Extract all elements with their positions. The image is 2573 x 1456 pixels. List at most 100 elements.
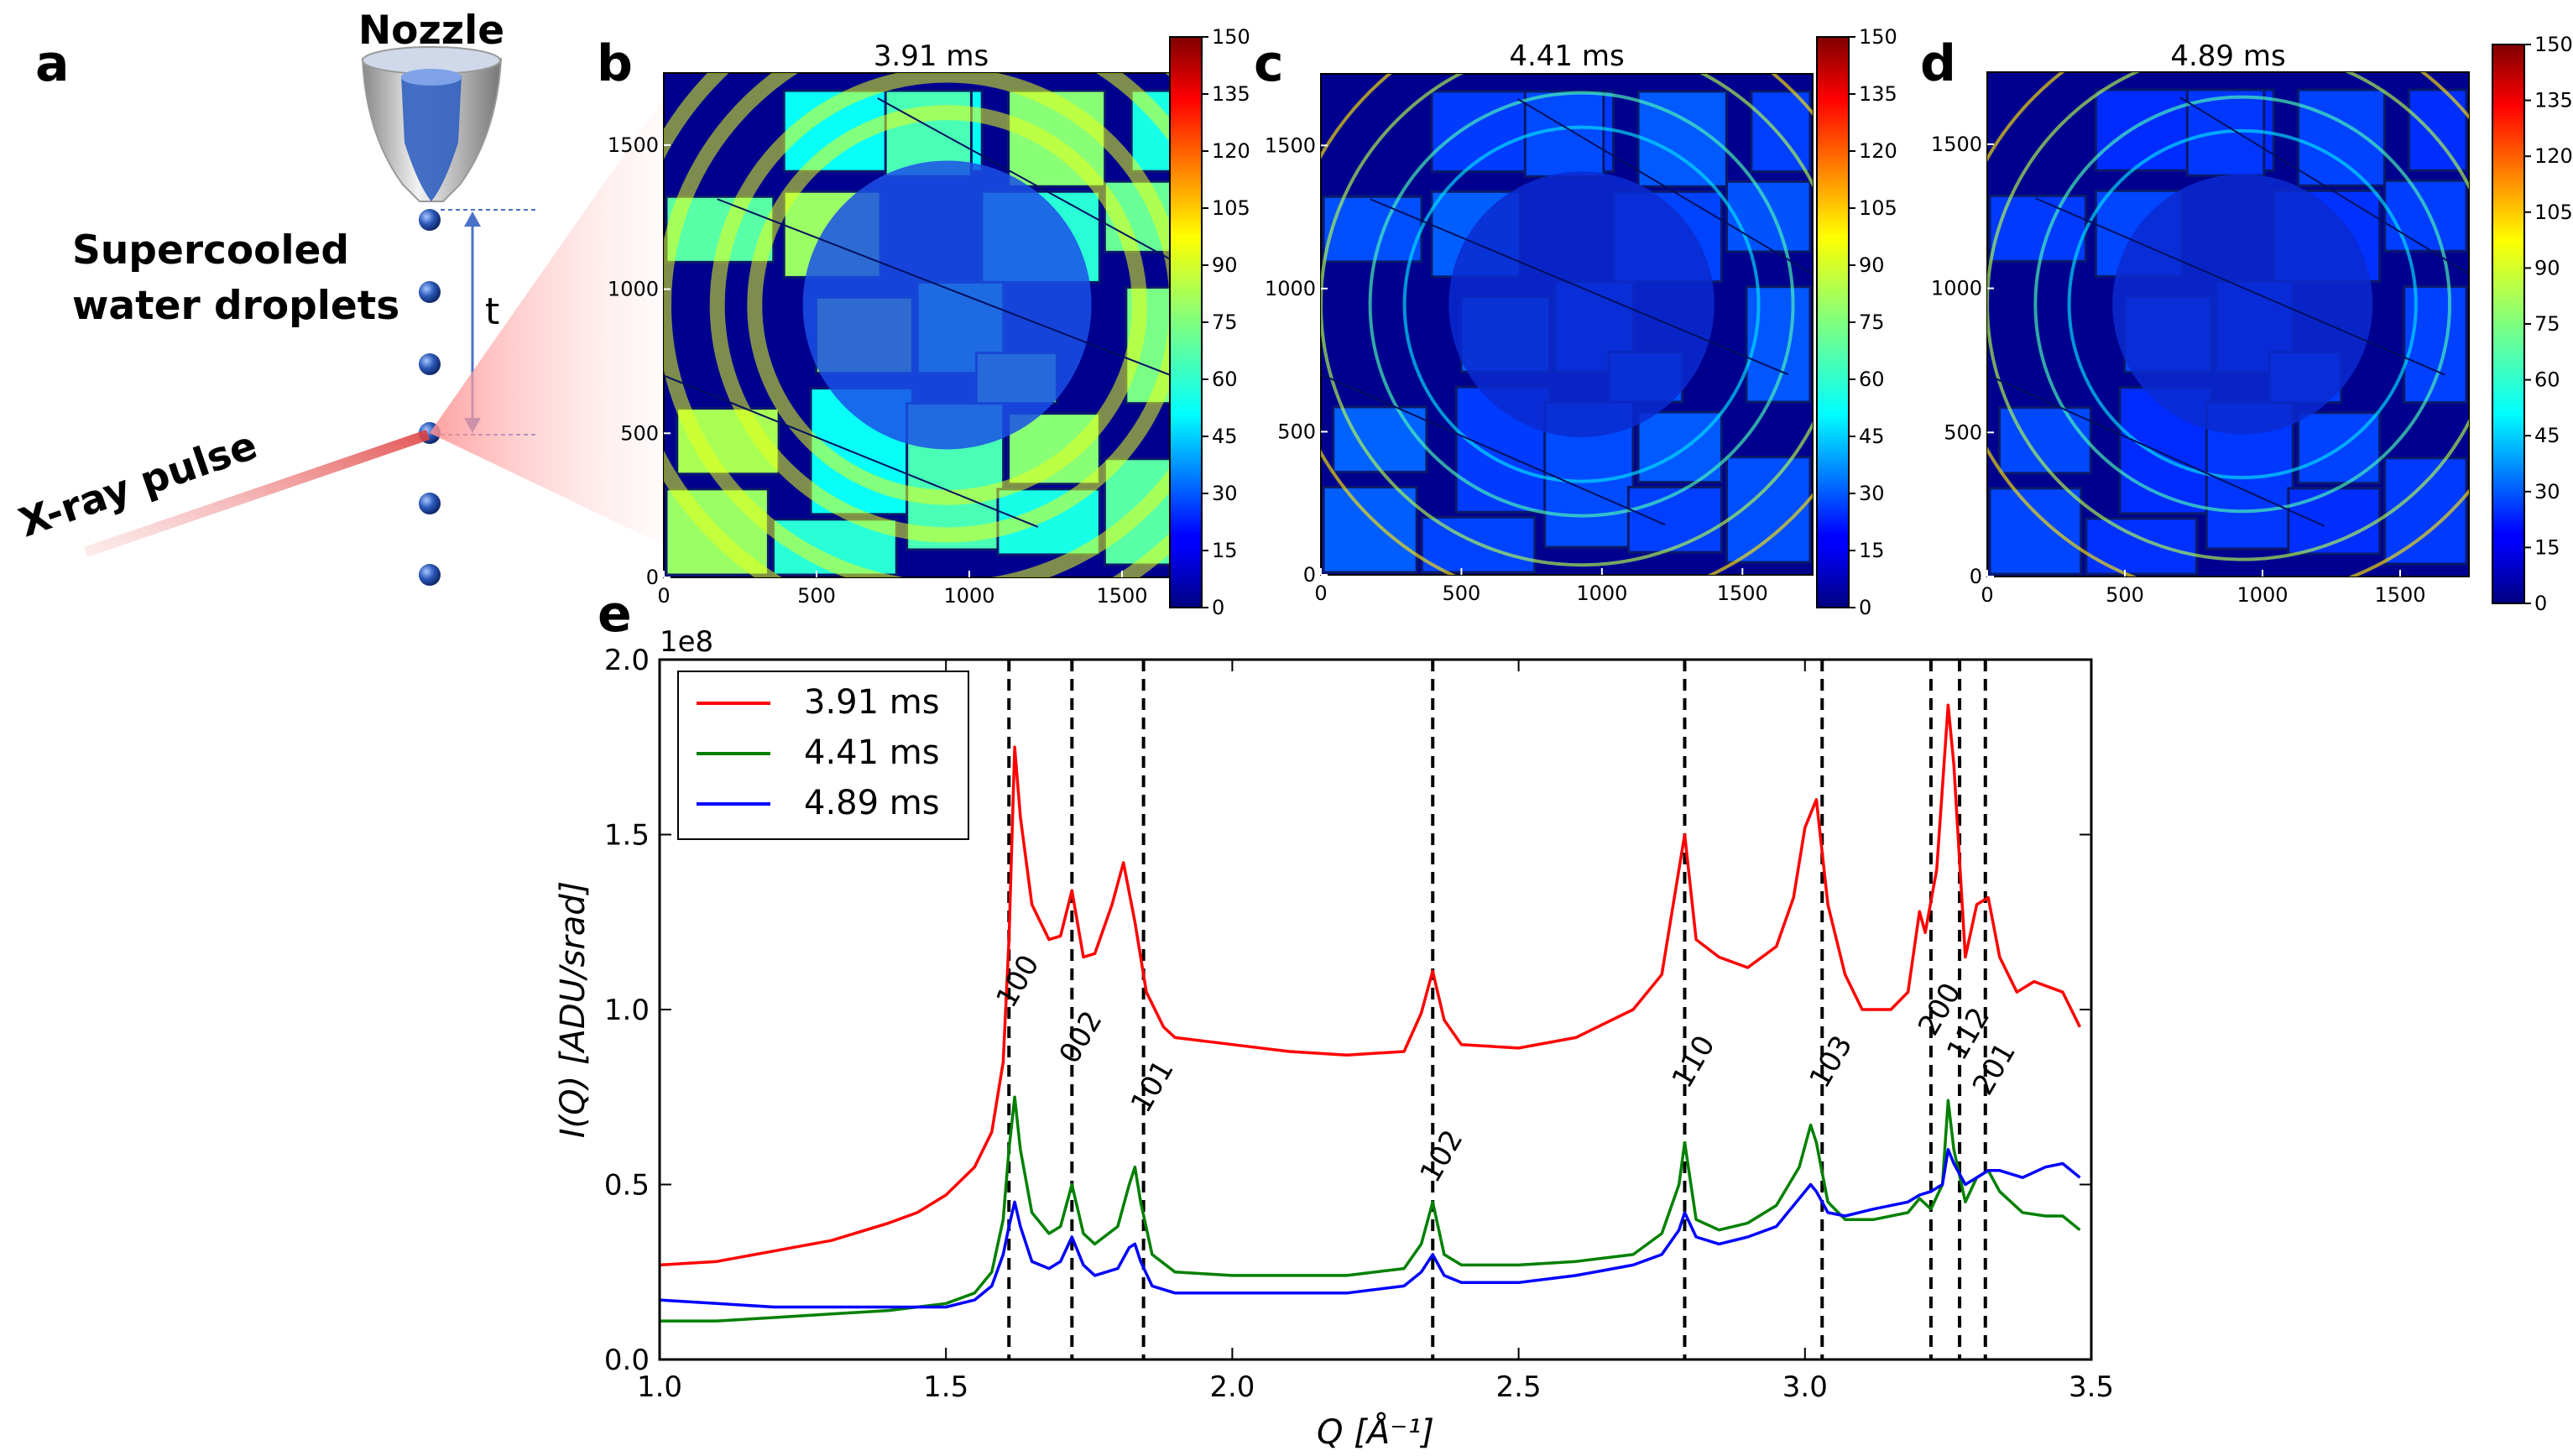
y-tick-label: 1.5: [604, 819, 650, 853]
colorbar-tick-label: 135: [1859, 82, 1897, 106]
legend-entry-0: 3.91 ms: [804, 683, 940, 722]
droplet: [419, 209, 441, 231]
colorbar-tick-label: 90: [1212, 253, 1238, 277]
y-tick-label: 0.5: [604, 1169, 650, 1203]
time-label: t: [485, 290, 499, 333]
colorbar-tick-label: 75: [1212, 311, 1238, 334]
y-tick-label: 0.0: [604, 1344, 650, 1377]
y-tick-label: 1500: [608, 133, 659, 157]
y-tick-label: 1.0: [604, 994, 650, 1027]
panel-label-e: e: [598, 585, 632, 644]
diffraction-ring: [1402, 125, 1761, 483]
colorbar-tick-label: 60: [2534, 368, 2560, 392]
nozzle-water-top: [401, 69, 462, 86]
x-tick-label: 3.0: [1782, 1370, 1828, 1404]
diffraction-ring: [2033, 95, 2452, 514]
legend: 3.91 ms 4.41 ms 4.89 ms: [677, 671, 969, 840]
y-tick-label: 500: [1277, 420, 1316, 443]
x-tick-label: 1500: [2374, 583, 2425, 607]
colorbar: [1169, 36, 1203, 608]
detector-tile: [1322, 195, 1423, 264]
xray-label: X-ray pulse: [13, 422, 263, 546]
x-tick-label: 1500: [1096, 584, 1147, 608]
y-tick-label: 0: [1970, 565, 1982, 588]
colorbar-tick-label: 60: [1859, 368, 1885, 391]
colorbar-tick-label: 105: [1859, 196, 1897, 220]
diffraction-ring: [2067, 128, 2418, 480]
colorbar-tick-label: 0: [2534, 592, 2547, 615]
colorbar-tick-label: 75: [1859, 311, 1885, 334]
x-tick-label: 1000: [943, 584, 994, 608]
panel-label-d: d: [1920, 34, 1956, 93]
colorbar-tick-label: 150: [1212, 25, 1250, 49]
diffraction-ring: [1321, 74, 1813, 567]
x-tick-label: 1000: [1576, 582, 1627, 605]
tile-gap: [1370, 198, 1789, 376]
detector-tile: [2383, 179, 2468, 253]
x-tick-label: 2.5: [1496, 1370, 1542, 1404]
detector-tile: [1636, 410, 1724, 484]
nozzle-water: [401, 76, 462, 201]
colorbar-tick-label: 30: [1212, 482, 1238, 505]
colorbar-tick-label: 15: [2534, 535, 2560, 559]
y-tick-label: 1000: [1931, 277, 1982, 300]
colorbar-tick-label: 105: [1212, 196, 1250, 220]
colorbar-tick-label: 135: [1212, 82, 1250, 106]
y-scale-label: 1e8: [660, 625, 713, 659]
droplets-label-line1: Supercooled: [72, 227, 349, 274]
colorbar: [2492, 44, 2525, 604]
colorbar-tick-label: 150: [1859, 25, 1897, 49]
series-line-1: [660, 1095, 2081, 1323]
colorbar-tick-label: 120: [1859, 139, 1897, 163]
tile-gap: [2179, 97, 2469, 275]
x-tick-label: 1.0: [637, 1370, 682, 1404]
tile-gap: [2035, 197, 2445, 376]
detector-tile: [2383, 457, 2468, 566]
beamstop-region: [802, 160, 1092, 450]
diffraction-ring: [1368, 91, 1795, 518]
detector-panel-b: b 3.91 ms 0 500 1000 1500 0 500 1000 1500 0 15 30 45 6…: [597, 25, 1250, 619]
colorbar-tick-label: 135: [2534, 89, 2573, 112]
tile-gap: [1321, 373, 1666, 526]
nozzle-label: Nozzle: [358, 8, 504, 54]
y-tick-label: 500: [1944, 420, 1982, 444]
colorbar-tick-label: 30: [2534, 480, 2560, 504]
detector-tile: [1988, 487, 2083, 576]
detector-title: 4.89 ms: [2170, 39, 2285, 73]
time-arrow-up-icon: [464, 211, 481, 227]
detector-tile: [1332, 405, 1428, 474]
scattering-cone: [430, 97, 665, 545]
colorbar-tick-label: 60: [1212, 368, 1238, 391]
tile-gap: [1987, 373, 2325, 527]
y-tick-label: 0: [646, 566, 659, 589]
droplet: [419, 493, 441, 514]
detector-panel-d: d 4.89 ms 0 500 1000 1500 0 500 1000 1500 0 15 30 45 6…: [1920, 33, 2573, 615]
colorbar-tick-label: 0: [1212, 596, 1224, 619]
y-tick-label: 500: [620, 421, 659, 445]
detector-tile: [1725, 456, 1812, 564]
colorbar-tick-label: 30: [1859, 482, 1885, 505]
colorbar-tick-label: 15: [1212, 539, 1238, 562]
detector-tile: [2085, 517, 2199, 576]
y-tick-label: 2.0: [604, 644, 650, 677]
xray-beam: [84, 430, 430, 557]
colorbar-tick-label: 15: [1859, 539, 1885, 562]
y-tick-label: 1000: [1265, 277, 1316, 300]
droplet: [419, 281, 441, 303]
colorbar-tick-label: 120: [1212, 139, 1250, 163]
colorbar-tick-label: 120: [2534, 144, 2573, 168]
detector-tile: [2296, 88, 2386, 187]
legend-entry-1: 4.41 ms: [804, 733, 940, 772]
detector-tile: [1626, 486, 1724, 554]
detector-tile: [1322, 486, 1418, 574]
x-tick-label: 0: [1981, 583, 1993, 607]
x-tick-label: 500: [797, 584, 836, 608]
x-tick-label: 2.0: [1209, 1370, 1255, 1404]
detector-tile: [1725, 180, 1812, 253]
tile-gap: [1516, 97, 1813, 275]
y-axis-title: I(Q) [ADU/srad]: [554, 881, 592, 1139]
colorbar-tick-label: 45: [2534, 424, 2560, 447]
y-tick-label: 1000: [608, 278, 659, 301]
